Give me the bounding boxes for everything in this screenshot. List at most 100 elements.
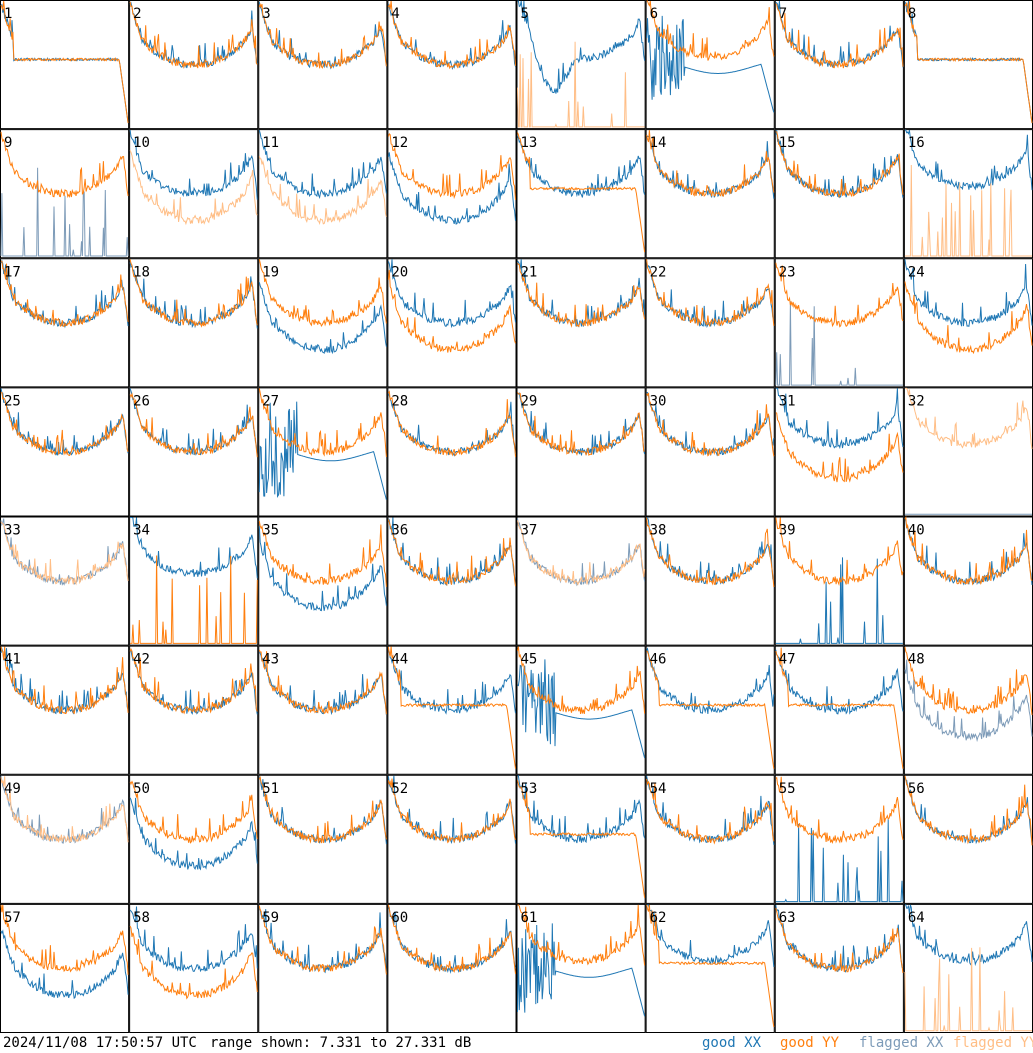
tile-frame (387, 258, 517, 388)
yy-trace (0, 904, 129, 975)
tile-frame (774, 774, 904, 904)
xx-trace (775, 557, 903, 644)
yy-trace (775, 3, 904, 69)
tile-frame (645, 903, 775, 1033)
tile-label: 40 (908, 523, 925, 539)
tile-label: 20 (391, 264, 408, 280)
xx-trace (387, 152, 516, 225)
xx-trace (517, 659, 646, 759)
tile-label: 41 (4, 652, 21, 668)
tile-frame (903, 645, 1033, 775)
tile-label: 17 (4, 264, 21, 280)
yy-trace (387, 0, 516, 70)
yy-trace (775, 776, 904, 845)
yy-trace (258, 905, 387, 975)
tile-label: 19 (262, 264, 279, 280)
tile-label: 58 (133, 910, 150, 926)
tile-label: 37 (521, 523, 538, 539)
range-text: range shown: 7.331 to 27.331 dB (210, 1035, 472, 1051)
tile-label: 38 (650, 523, 667, 539)
yy-trace (129, 392, 258, 458)
xx-trace (0, 518, 129, 586)
xx-trace (646, 904, 775, 967)
xx-trace (775, 387, 904, 450)
tile-label: 15 (779, 135, 796, 151)
xx-trace (0, 646, 129, 715)
tile-label: 54 (650, 781, 667, 797)
footer: 2024/11/08 17:50:57 UTC range shown: 7.3… (0, 1033, 1033, 1053)
yy-trace (904, 515, 1033, 586)
legend-good-yy: good YY (780, 1035, 840, 1051)
tile-label: 46 (650, 652, 667, 668)
tile-frame (129, 516, 259, 646)
tile-label: 32 (908, 393, 925, 409)
yy-trace (646, 650, 775, 769)
tile-label: 55 (779, 781, 796, 797)
yy-trace (904, 646, 1033, 716)
yy-trace (646, 517, 775, 588)
xx-trace (904, 659, 1033, 743)
tile-frame (387, 774, 517, 904)
tile-label: 27 (262, 393, 279, 409)
yy-trace (775, 907, 904, 973)
yy-trace (258, 649, 387, 715)
tile-label: 9 (4, 135, 12, 151)
tile-frame (774, 387, 904, 517)
xx-trace (904, 259, 1033, 328)
xx-trace (517, 259, 646, 328)
timestamp: 2024/11/08 17:50:57 UTC (3, 1035, 197, 1051)
xx-trace (0, 167, 129, 257)
tile-label: 23 (779, 264, 796, 280)
xx-trace (775, 130, 904, 199)
tile-label: 42 (133, 652, 150, 668)
tile-label: 22 (650, 264, 667, 280)
tile-label: 47 (779, 652, 796, 668)
tile-label: 39 (779, 523, 796, 539)
xx-trace (646, 647, 775, 714)
yy-trace (646, 392, 775, 457)
yy-trace (129, 647, 258, 715)
yy-trace (258, 388, 387, 458)
yy-trace (129, 780, 258, 844)
tile-label: 64 (908, 910, 925, 926)
yy-trace (775, 517, 904, 586)
yy-trace (258, 259, 387, 327)
tile-label: 12 (391, 135, 408, 151)
tile-frame (645, 0, 775, 130)
tile-label: 33 (4, 523, 21, 539)
yy-trace (0, 391, 129, 456)
yy-trace (387, 390, 516, 457)
tile-frame (129, 387, 259, 517)
yy-trace (904, 281, 1033, 355)
tile-label: 57 (4, 910, 21, 926)
tile-label: 2 (133, 6, 141, 22)
yy-trace (517, 263, 646, 328)
tile-label: 28 (391, 393, 408, 409)
legend-good-xx: good XX (702, 1035, 762, 1051)
yy-trace (517, 392, 645, 456)
yy-trace (517, 646, 646, 715)
tile-frame (903, 903, 1033, 1033)
yy-trace (0, 776, 129, 843)
tile-label: 7 (779, 6, 787, 22)
tile-label: 29 (521, 393, 538, 409)
yy-trace (0, 521, 129, 586)
yy-trace (387, 519, 516, 587)
tile-label: 48 (908, 652, 925, 668)
tile-label: 60 (391, 910, 408, 926)
tile-label: 24 (908, 264, 925, 280)
yy-trace (517, 904, 646, 966)
yy-trace (646, 778, 775, 845)
tile-label: 50 (133, 781, 150, 797)
tile-label: 6 (650, 6, 658, 22)
tile-frame (387, 0, 517, 130)
yy-trace (646, 130, 775, 197)
yy-trace (0, 646, 129, 715)
xx-trace (258, 525, 387, 612)
tile-frame (0, 774, 130, 904)
tile-label: 34 (133, 523, 150, 539)
xx-trace (258, 129, 387, 199)
yy-trace (646, 259, 775, 328)
xx-trace (517, 135, 646, 198)
